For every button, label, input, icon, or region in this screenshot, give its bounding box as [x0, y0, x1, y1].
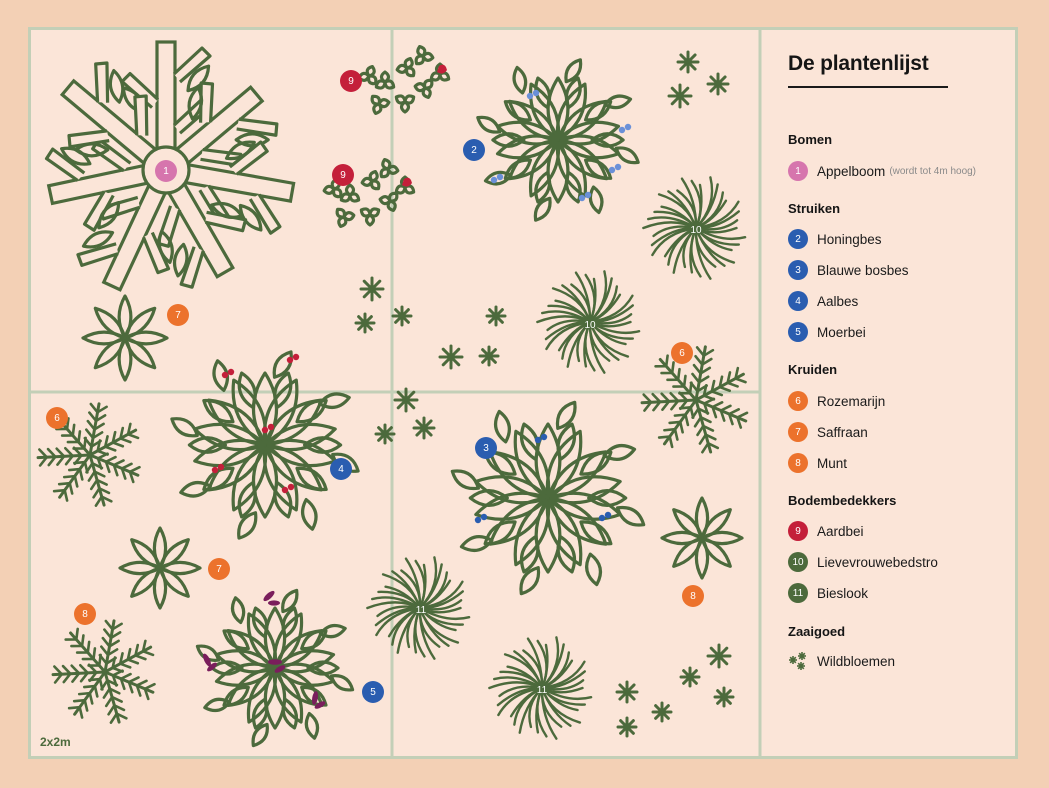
legend-section-heading: Bomen — [788, 132, 833, 147]
legend-item-label: Aardbei — [817, 523, 864, 539]
mulberry-bush — [195, 588, 355, 748]
wildflower-icon — [616, 716, 638, 738]
strawberry-plant — [357, 45, 451, 115]
saffron-plant — [81, 294, 169, 382]
wildflower-icon — [438, 344, 464, 370]
plant-number-badge: 9 — [340, 70, 362, 92]
legend-item: 8 Munt — [788, 452, 847, 474]
plant-list-legend: De plantenlijst Bomen 1 Appelboom (wordt to… — [760, 30, 1016, 756]
wildflower-icon — [354, 312, 376, 334]
legend-item-label: Lievevrouwebedstro — [817, 554, 938, 570]
legend-item-label: Honingbes — [817, 231, 882, 247]
wildflower-icon — [391, 305, 413, 327]
legend-section-heading: Kruiden — [788, 362, 838, 377]
mint-plant — [51, 619, 156, 724]
saffron-plant — [118, 526, 202, 610]
plant-number-badge: 8 — [682, 585, 704, 607]
legend-section-heading: Zaaigoed — [788, 624, 846, 639]
legend-item: 11 Bieslook — [788, 582, 868, 604]
legend-section-heading: Struiken — [788, 201, 841, 216]
legend-section-heading: Bodembedekkers — [788, 493, 897, 508]
plant-number-badge: 6 — [46, 407, 68, 429]
legend-number-badge: 3 — [788, 260, 808, 280]
legend-item: 10 Lievevrouwebedstro — [788, 551, 938, 573]
legend-number-badge: 4 — [788, 291, 808, 311]
wildflower-icon — [706, 643, 732, 669]
legend-item-label: Wildbloemen — [817, 653, 896, 669]
redcurrant-bush — [170, 350, 360, 540]
legend-item-label: Rozemarijn — [817, 393, 886, 409]
legend-title: De plantenlijst — [788, 52, 929, 75]
plant-number-badge: 3 — [475, 437, 497, 459]
saffron-plant — [660, 496, 744, 580]
legend-item-label: Moerbei — [817, 324, 866, 340]
legend-item-label: Munt — [817, 455, 848, 471]
plant-number-badge: 10 — [584, 319, 596, 331]
wildflower-icon — [651, 701, 673, 723]
plant-number-badge: 4 — [330, 458, 352, 480]
plant-number-badge: 8 — [74, 603, 96, 625]
blueberry-bush — [450, 400, 646, 596]
legend-number-badge: 6 — [788, 391, 808, 411]
legend-item: 3 Blauwe bosbes — [788, 259, 909, 281]
legend-item-note: (wordt tot 4m hoog) — [889, 165, 977, 177]
honeyberry-bush — [476, 58, 640, 222]
chive-plant — [366, 556, 471, 660]
legend-item: 4 Aalbes — [788, 290, 858, 312]
wildflower-icon — [706, 72, 730, 96]
legend-item: 6 Rozemarijn — [788, 390, 885, 412]
wildflower-icon — [374, 423, 396, 445]
woodruff-plant — [536, 270, 641, 374]
legend-item: 9 Aardbei — [788, 520, 864, 542]
legend-number-badge: 10 — [788, 552, 808, 572]
wildflower-icon — [679, 666, 701, 688]
legend-number-badge: 1 — [788, 161, 808, 181]
wildflower-icon — [676, 50, 700, 74]
wildflower-icon — [789, 652, 806, 670]
legend-item-label: Blauwe bosbes — [817, 262, 909, 278]
legend-number-badge: 8 — [788, 453, 808, 473]
legend-number-badge: 5 — [788, 322, 808, 342]
wildflower-icon — [713, 686, 735, 708]
legend-item-label: Aalbes — [817, 293, 859, 309]
legend-number-badge: 11 — [788, 583, 808, 603]
plant-number-badge: 1 — [155, 160, 177, 182]
plant-number-badge: 9 — [332, 164, 354, 186]
rosemary-plant — [640, 345, 749, 454]
woodruff-plant — [642, 176, 747, 280]
wildflower-icon — [485, 305, 507, 327]
plant-number-badge: 5 — [362, 681, 384, 703]
plant-number-badge: 10 — [690, 224, 702, 236]
title-underline — [788, 86, 948, 88]
legend-number-badge: 9 — [788, 521, 808, 541]
plant-number-badge: 7 — [167, 304, 189, 326]
legend-number-badge: 2 — [788, 229, 808, 249]
wildflower-icon — [359, 276, 385, 302]
plant-number-badge: 2 — [463, 139, 485, 161]
chive-plant — [488, 636, 593, 740]
plant-number-badge: 7 — [208, 558, 230, 580]
scale-label: 2x2m — [40, 735, 71, 749]
legend-item: 1 Appelboom (wordt tot 4m hoog) — [788, 160, 976, 182]
legend-item: 2 Honingbes — [788, 228, 882, 250]
wildflower-icon — [412, 416, 436, 440]
plant-number-badge: 6 — [671, 342, 693, 364]
plant-number-badge: 11 — [415, 604, 427, 616]
wildflower-icon — [478, 345, 500, 367]
wildflower-icon — [393, 387, 419, 413]
wildflower-icon — [667, 83, 693, 109]
legend-item-label: Appelboom — [817, 163, 886, 179]
legend-item: 5 Moerbei — [788, 321, 866, 343]
legend-item-label: Saffraan — [817, 424, 868, 440]
legend-item: 7 Saffraan — [788, 421, 868, 443]
wildflower-icon — [615, 680, 639, 704]
plant-number-badge: 11 — [536, 684, 548, 696]
rosemary-plant — [36, 402, 141, 507]
legend-item-label: Bieslook — [817, 585, 869, 601]
legend-number-badge: 7 — [788, 422, 808, 442]
legend-item: Wildbloemen — [788, 650, 895, 672]
strawberry-plant — [322, 158, 416, 228]
